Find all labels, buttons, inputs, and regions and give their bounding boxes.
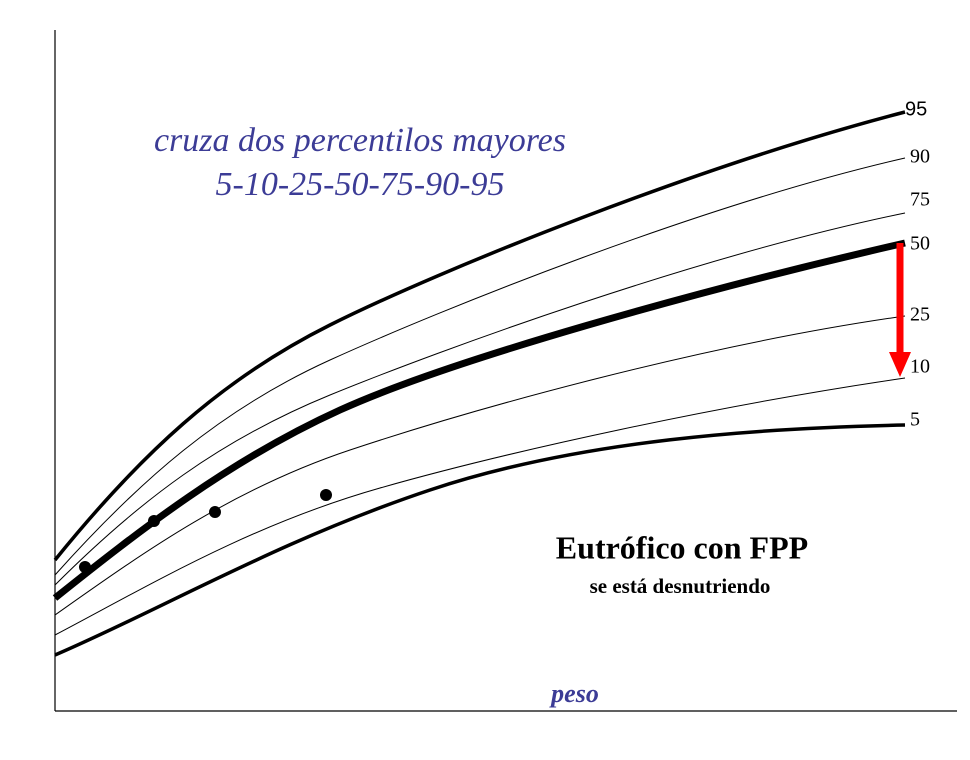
curve-10 [54,377,906,636]
curve-25 [54,315,906,616]
red-arrow-head [889,352,911,377]
message-heading: Eutrófico con FPP [556,529,808,565]
percentile-label: 95 [905,98,927,120]
title-line: 5-10-25-50-75-90-95 [216,166,505,203]
measurement-dot [209,506,221,518]
percentile-label: 25 [910,304,930,326]
percentile-label: 5 [910,409,920,431]
title-line: cruza dos percentilos mayores [154,122,566,159]
message-subheading: se está desnutriendo [590,574,771,598]
axis-label: peso [549,679,599,708]
curve-90 [54,157,906,576]
percentile-label: 10 [910,356,930,378]
measurement-dot [320,489,332,501]
measurement-dot [148,515,160,527]
curve-95 [53,110,906,562]
percentile-label: 50 [910,233,930,255]
curve-5 [54,423,906,657]
measurement-dot [79,561,91,573]
curve-75 [54,212,906,586]
percentile-label: 90 [910,146,930,168]
percentile-label: 75 [910,189,930,211]
